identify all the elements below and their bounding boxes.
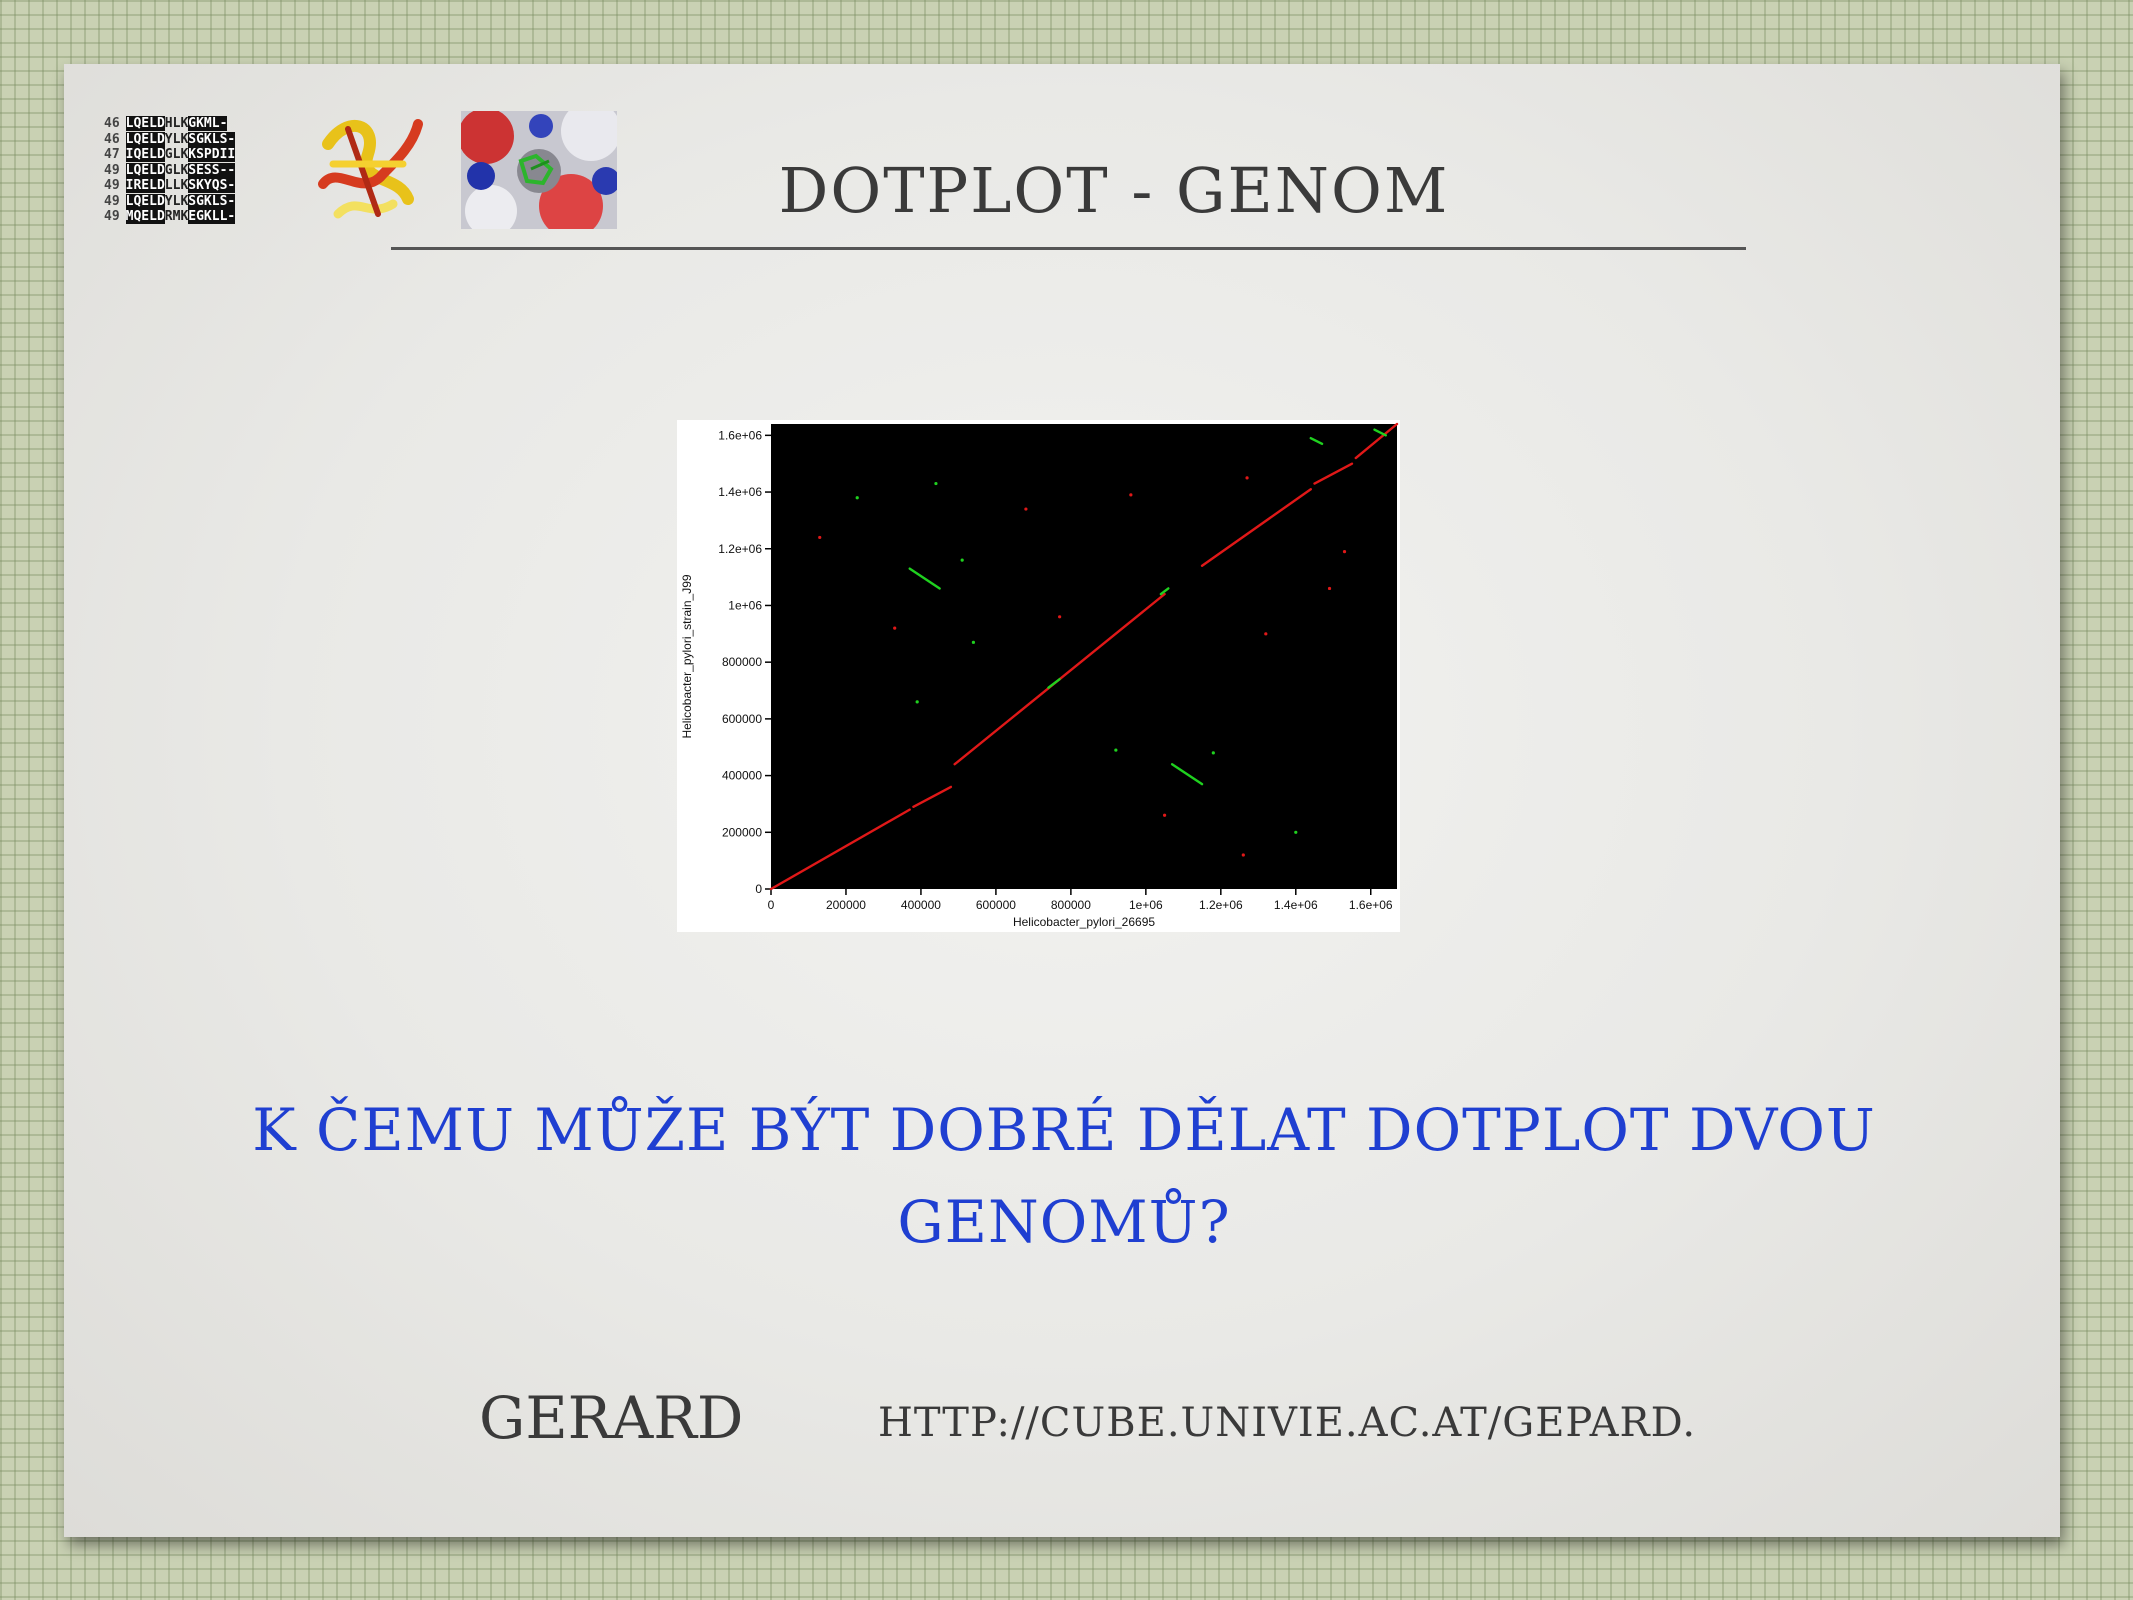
x-tick-label: 800000 [1051,898,1091,912]
molecular-surface-logo [461,111,617,229]
x-axis-label: Helicobacter_pylori_26695 [1013,915,1155,929]
y-tick-label: 400000 [722,769,762,783]
match-segment [1159,587,1170,596]
alignment-num: 49 [104,209,120,224]
alignment-seq-a: LQELD [125,193,165,209]
alignment-seq-c: KSPDII [188,147,236,162]
tool-name: GERARD [479,1384,744,1452]
match-dot [1162,813,1167,817]
alignment-num: 46 [104,116,120,131]
y-tick-label: 800000 [722,655,762,669]
tool-url-link[interactable]: HTTP://CUBE.UNIVIE.AC.AT/GEPARD. [878,1400,1697,1446]
y-tick-label: 1.4e+06 [718,485,762,499]
match-dot [1245,476,1249,480]
dotplot-chart: 0 200000 400000 600000 800000 1e+06 1.2e+06 1.4… [680,422,1399,929]
match-segment [1170,763,1204,786]
match-dot [934,481,938,486]
match-dot [1211,751,1215,755]
alignment-num: 49 [104,193,120,209]
match-dot [915,700,919,704]
slide-title: DOTPLOT - GENOM [778,154,1450,227]
x-tick-label: 1.6e+06 [1349,898,1393,912]
alignment-seq-a: LQELD [125,131,165,147]
y-tick-label: 600000 [722,712,762,726]
match-segment [1373,428,1387,437]
alignment-seq-b: RMK [164,209,189,224]
match-dot [893,626,897,630]
alignment-num: 49 [104,162,120,178]
alignment-seq-c: SGKLS- [188,131,236,147]
alignment-seq-a: IQELD [125,147,165,162]
match-segment [1313,462,1354,485]
match-segment [769,808,911,891]
match-segment [1309,436,1324,446]
alignment-num: 47 [104,147,120,162]
alignment-seq-b: YLK [164,193,189,209]
match-dot [1241,853,1245,857]
match-dot [1342,549,1347,554]
match-segment [908,567,941,590]
x-tick-label: 1e+06 [1129,898,1163,912]
alignment-row: 49 LQELDYLKSGKLS- [104,193,284,210]
x-tick-label: 400000 [901,898,941,912]
match-dot [971,640,976,644]
alignment-row: 49 LQELDGLKSESS-- [104,162,284,179]
alignment-row: 47 IQELDGLKKSPDII [104,147,284,163]
match-segment [1200,488,1312,567]
alignment-seq-a: LQELD [125,162,165,178]
match-dot [1058,615,1062,619]
alignment-row: 49 IRELDLLKSKYQS- [104,178,284,194]
match-segment [1354,422,1399,460]
alignment-seq-c: EGKLL- [188,209,236,224]
x-tick-label: 600000 [976,898,1016,912]
y-tick-label: 1.2e+06 [718,542,762,556]
alignment-seq-b: HLK [164,116,189,131]
question-text: K ČEMU MŮŽE BÝT DOBRÉ DĚLAT DOTPLOT DVOU… [252,1096,1876,1256]
alignment-seq-b: GLK [164,162,189,178]
y-tick-label: 0 [755,882,762,896]
x-tick-label: 1.2e+06 [1199,898,1243,912]
alignment-seq-a: MQELD [125,209,165,224]
y-tick-label: 1e+06 [728,598,762,612]
slide: 46 LQELDHLKGKML- 46 LQELDYLKSGKLS- 47 IQELDGL… [64,64,2060,1537]
alignment-seq-b: LLK [164,178,189,193]
alignment-seq-c: SKYQS- [188,178,236,193]
match-dot [1327,586,1332,591]
match-segment [912,785,953,808]
alignment-num: 49 [104,178,120,193]
alignment-seq-b: GLK [164,147,189,162]
alignment-seq-c: GKML- [188,116,228,131]
x-tick-label: 200000 [826,898,866,912]
x-tick-label: 1.4e+06 [1274,898,1318,912]
alignment-seq-a: IRELD [125,178,165,193]
sequence-alignment-logo: 46 LQELDHLKGKML- 46 LQELDYLKSGKLS- 47 IQELDGL… [104,116,284,226]
dotplot-figure: 0 200000 400000 600000 800000 1e+06 1.2e+06 1.4… [677,420,1400,932]
x-tick-label: 0 [768,898,775,912]
alignment-seq-a: LQELD [125,116,165,131]
alignment-seq-b: YLK [164,131,189,147]
alignment-row: 46 LQELDHLKGKML- [104,116,284,132]
match-dot [1294,830,1298,834]
y-tick-label: 1.6e+06 [718,428,762,442]
match-dot [960,558,964,562]
alignment-row: 49 MQELDRMKEGKLL- [104,209,284,225]
alignment-num: 46 [104,131,120,147]
match-dot [855,496,859,500]
match-dot [1264,632,1268,636]
alignment-seq-c: SGKLS- [188,193,236,209]
title-divider [391,247,1746,250]
protein-ribbon-logo [318,119,423,219]
match-dot [1024,507,1028,511]
y-axis-label: Helicobacter_pylori_strain_J99 [680,574,694,738]
alignment-row: 46 LQELDYLKSGKLS- [104,131,284,148]
match-dot [818,535,822,540]
match-segment [1047,677,1061,689]
match-dot [1129,493,1133,497]
y-tick-label: 200000 [722,825,762,839]
match-dot [1114,748,1118,752]
alignment-seq-c: SESS-- [188,162,236,178]
